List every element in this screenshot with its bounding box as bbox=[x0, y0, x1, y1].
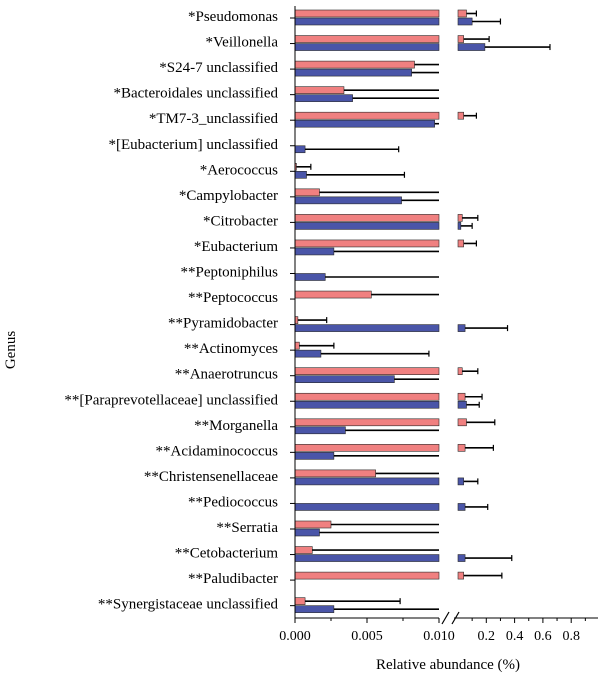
bar-b-10 bbox=[294, 273, 326, 281]
bar-right-b-18 bbox=[457, 477, 464, 486]
bar-right-a-22 bbox=[457, 571, 464, 580]
bar-right-a-17 bbox=[457, 444, 466, 452]
category-label-19: **Pediococcus bbox=[188, 494, 278, 510]
bar-b-5 bbox=[294, 145, 306, 154]
bar-right-b-15 bbox=[457, 400, 467, 409]
x-tick-label-right-2: 0.6 bbox=[534, 629, 552, 644]
category-label-0: *Pseudomonas bbox=[188, 9, 278, 25]
bar-a-17 bbox=[294, 444, 440, 452]
bar-b-13 bbox=[294, 349, 322, 358]
category-label-5: *[Eubacterium] unclassified bbox=[108, 137, 278, 153]
category-label-12: **Pyramidobacter bbox=[168, 316, 278, 332]
bar-a-22 bbox=[294, 571, 440, 580]
bar-right-a-8 bbox=[457, 214, 463, 222]
category-label-15: **[Paraprevotellaceae] unclassified bbox=[64, 392, 278, 408]
category-labels-group: *Pseudomonas *Veillonella *S24-7 unclassif… bbox=[64, 9, 278, 613]
bar-b-17 bbox=[294, 452, 335, 460]
category-label-14: **Anaerotruncus bbox=[175, 367, 278, 383]
bar-b-19 bbox=[294, 503, 440, 511]
category-label-2: *S24-7 unclassified bbox=[159, 60, 278, 76]
category-label-17: **Acidaminococcus bbox=[156, 443, 279, 459]
category-label-22: **Paludibacter bbox=[188, 571, 278, 587]
bar-a-7 bbox=[294, 188, 320, 197]
category-label-23: **Synergistaceae unclassified bbox=[98, 597, 279, 613]
bar-a-2 bbox=[294, 60, 415, 69]
axis-break-mark-left bbox=[441, 611, 450, 625]
bar-b-16 bbox=[294, 426, 346, 435]
category-label-16: **Morganella bbox=[194, 418, 278, 434]
category-label-18: **Christensenellaceae bbox=[144, 469, 278, 485]
bar-right-b-21 bbox=[457, 554, 466, 562]
axes-group: 0.000 0.005 0.010 0.2 0.4 0.6 0.8 bbox=[279, 6, 598, 644]
bar-right-b-0 bbox=[457, 17, 473, 26]
bar-a-23 bbox=[294, 597, 306, 605]
bar-right-a-9 bbox=[457, 239, 464, 248]
bar-b-1 bbox=[294, 43, 440, 51]
category-label-7: *Campylobacter bbox=[179, 188, 278, 204]
bar-b-21 bbox=[294, 554, 440, 562]
bar-a-3 bbox=[294, 86, 345, 94]
x-tick-label-right-0: 0.2 bbox=[478, 629, 496, 644]
x-tick-label-right-1: 0.4 bbox=[506, 629, 524, 644]
bar-a-1 bbox=[294, 35, 440, 43]
bar-a-9 bbox=[294, 239, 440, 248]
category-label-20: **Serratia bbox=[216, 520, 278, 536]
category-label-8: *Citrobacter bbox=[203, 213, 278, 229]
bar-a-0 bbox=[294, 9, 440, 18]
bar-b-3 bbox=[294, 94, 353, 102]
bar-b-20 bbox=[294, 528, 320, 537]
bar-b-8 bbox=[294, 222, 440, 230]
category-label-1: *Veillonella bbox=[206, 35, 279, 51]
bar-b-12 bbox=[294, 324, 440, 332]
bar-right-a-1 bbox=[457, 35, 464, 43]
x-axis-label: Relative abundance (%) bbox=[376, 657, 520, 673]
bar-a-21 bbox=[294, 546, 313, 554]
bar-b-14 bbox=[294, 375, 395, 384]
x-tick-label-left-2: 0.010 bbox=[423, 629, 455, 644]
category-label-4: *TM7-3_unclassified bbox=[149, 111, 279, 127]
bar-a-15 bbox=[294, 392, 440, 401]
bar-b-9 bbox=[294, 247, 335, 256]
bar-a-20 bbox=[294, 520, 332, 529]
bar-b-15 bbox=[294, 400, 440, 409]
bar-right-a-16 bbox=[457, 418, 467, 427]
y-axis-label: Genus bbox=[3, 331, 19, 369]
bar-right-b-1 bbox=[457, 43, 486, 51]
bar-a-13 bbox=[294, 341, 300, 350]
bar-right-a-0 bbox=[457, 9, 467, 18]
category-label-21: **Cetobacterium bbox=[175, 546, 279, 562]
bar-right-b-19 bbox=[457, 503, 466, 511]
bar-right-a-4 bbox=[457, 111, 464, 120]
bar-b-18 bbox=[294, 477, 440, 486]
x-tick-label-right-3: 0.8 bbox=[562, 629, 580, 644]
x-tick-label-left-1: 0.005 bbox=[351, 629, 383, 644]
bars-group bbox=[294, 9, 551, 613]
bar-b-2 bbox=[294, 68, 412, 77]
bar-b-7 bbox=[294, 196, 402, 205]
bar-right-a-15 bbox=[457, 392, 466, 401]
category-label-10: **Peptoniphilus bbox=[180, 265, 278, 281]
bar-right-b-12 bbox=[457, 324, 466, 332]
bar-a-14 bbox=[294, 367, 440, 376]
bar-a-11 bbox=[294, 290, 372, 299]
bar-right-b-8 bbox=[457, 222, 462, 230]
bar-b-6 bbox=[294, 171, 307, 179]
bar-b-23 bbox=[294, 605, 335, 613]
category-label-9: *Eubacterium bbox=[194, 239, 278, 255]
category-label-11: **Peptococcus bbox=[188, 290, 278, 306]
bar-b-4 bbox=[294, 119, 435, 128]
bar-b-0 bbox=[294, 17, 440, 26]
bar-a-16 bbox=[294, 418, 440, 427]
category-label-6: *Aerococcus bbox=[200, 162, 278, 178]
category-label-13: **Actinomyces bbox=[184, 341, 278, 357]
axis-break-mark-right bbox=[451, 611, 460, 625]
x-tick-label-left-0: 0.000 bbox=[279, 629, 311, 644]
bar-a-8 bbox=[294, 214, 440, 222]
bar-a-4 bbox=[294, 111, 440, 120]
bar-a-18 bbox=[294, 469, 376, 478]
category-label-3: *Bacteroidales unclassified bbox=[113, 86, 278, 102]
bar-right-a-14 bbox=[457, 367, 463, 376]
